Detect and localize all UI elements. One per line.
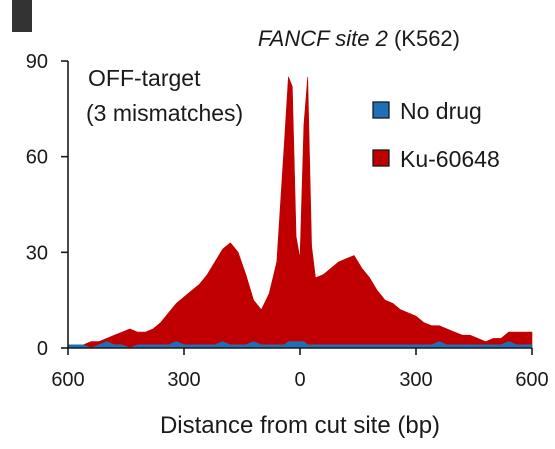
area-series-ku-60648 bbox=[67, 76, 533, 349]
x-tick-label: 0 bbox=[294, 369, 305, 391]
legend-label-no-drug: No drug bbox=[400, 98, 482, 124]
y-tick-label: 60 bbox=[26, 147, 48, 169]
chart-title-plain: (K562) bbox=[388, 26, 460, 51]
x-tick-label: 300 bbox=[167, 369, 200, 391]
y-tick-label: 0 bbox=[37, 338, 48, 360]
x-axis-label: Distance from cut site (bp) bbox=[160, 412, 440, 439]
x-tick-label: 600 bbox=[51, 369, 84, 391]
annotation-line-1: OFF-target bbox=[88, 65, 201, 91]
annotation-line-2: (3 mismatches) bbox=[86, 100, 243, 126]
x-tick-label: 300 bbox=[399, 369, 432, 391]
plot-area bbox=[67, 76, 533, 349]
x-tick-label: 600 bbox=[515, 369, 548, 391]
legend-label-ku-60648: Ku-60648 bbox=[400, 146, 500, 172]
legend-swatch-no-drug bbox=[372, 101, 390, 119]
chart-title: FANCF site 2 (K562) bbox=[258, 26, 460, 51]
legend: No drug Ku-60648 bbox=[372, 98, 500, 172]
y-tick-label: 30 bbox=[26, 242, 48, 264]
legend-swatch-ku-60648 bbox=[372, 149, 390, 167]
panel-tab-marker bbox=[12, 0, 32, 32]
area-series-no-drug bbox=[67, 341, 533, 349]
chart-title-italic: FANCF site 2 bbox=[258, 26, 388, 51]
axis-ticks: 0 30 60 90 600 300 0 300 600 bbox=[26, 51, 549, 391]
y-tick-label: 90 bbox=[26, 51, 48, 73]
